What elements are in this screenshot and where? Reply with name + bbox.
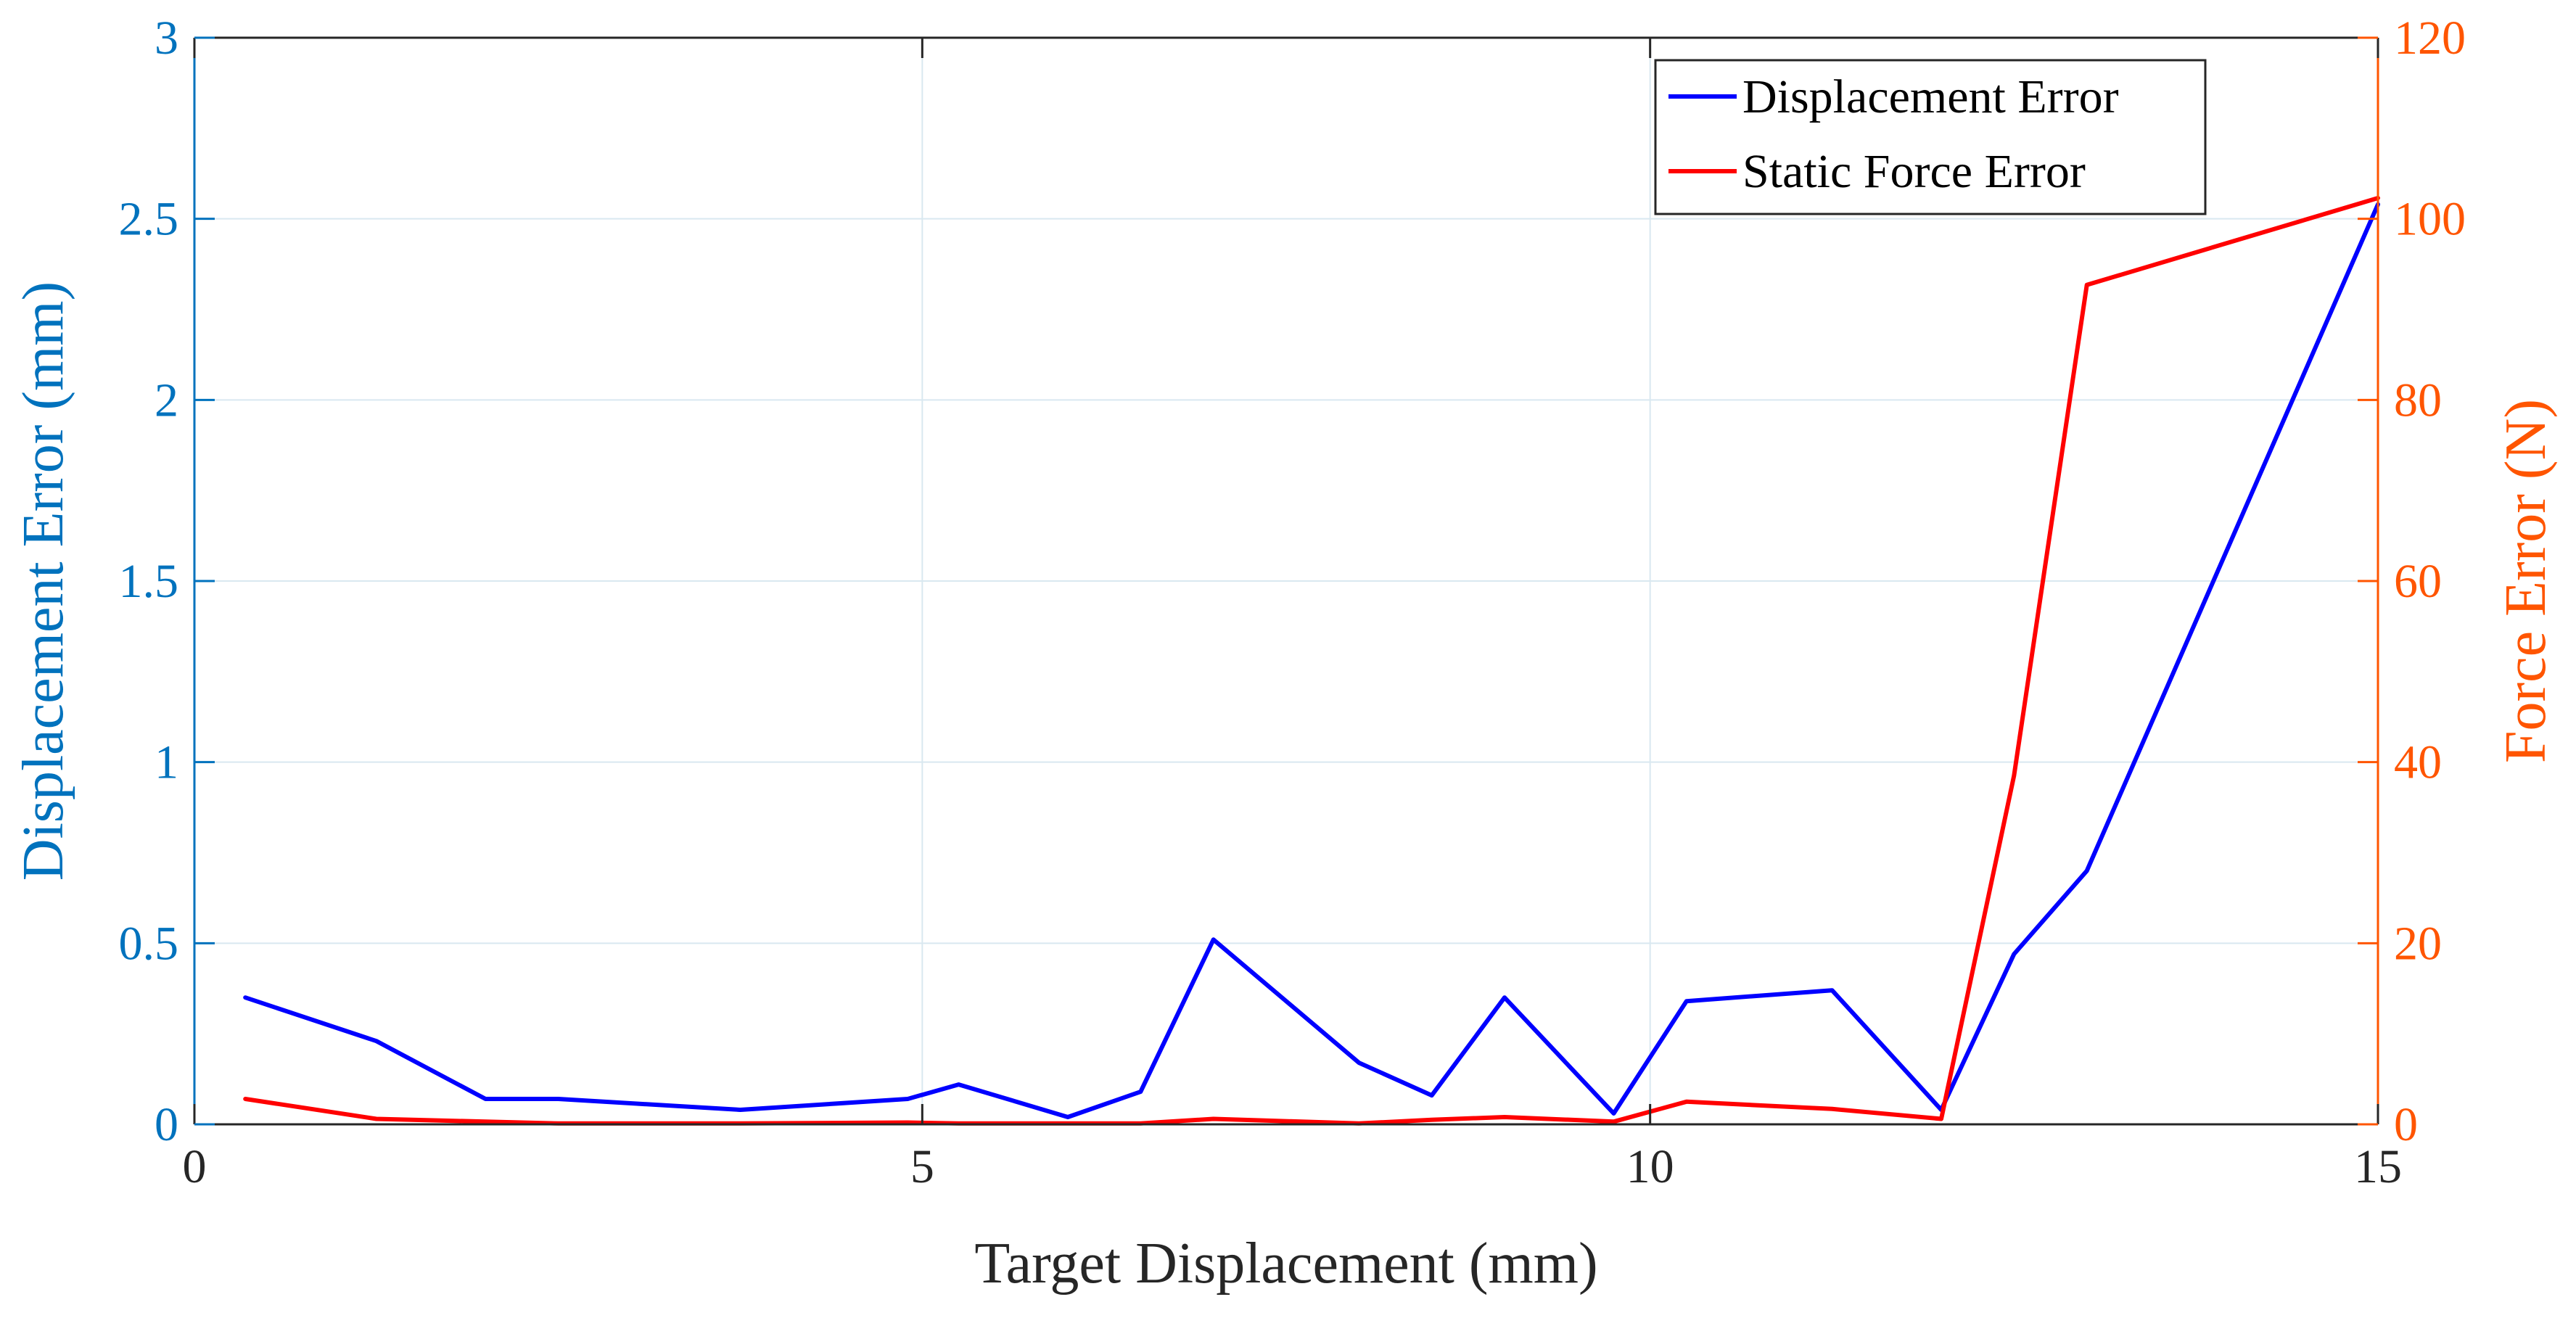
series-line-displacement-error (243, 202, 2380, 1119)
left-y-tick-label: 3 (155, 12, 178, 65)
x-tick-label: 15 (2354, 1140, 2402, 1193)
legend: Displacement Error Static Force Error (1654, 59, 2207, 215)
right-y-tick-label: 80 (2394, 374, 2442, 427)
x-tick-label: 0 (183, 1140, 207, 1193)
left-y-tick-label: 0 (155, 1098, 178, 1151)
left-y-tick-label: 2.5 (119, 193, 179, 246)
x-axis-title: Target Displacement (mm) (974, 1232, 1597, 1296)
right-y-tick-label: 100 (2394, 193, 2466, 246)
legend-label-displacement-error: Displacement Error (1742, 70, 2119, 123)
left-y-axis-title: Displacement Error (mm) (12, 281, 75, 881)
left-y-tick-label: 0.5 (119, 917, 179, 970)
right-y-tick-label: 20 (2394, 917, 2442, 970)
left-y-tick-label: 1 (155, 736, 178, 789)
axes (193, 36, 2379, 1126)
left-y-tick-label: 1.5 (119, 555, 179, 608)
right-y-tick-label: 60 (2394, 555, 2442, 608)
right-y-tick-label: 0 (2394, 1098, 2418, 1151)
left-y-tick-label: 2 (155, 374, 178, 427)
legend-box (1654, 59, 2207, 215)
right-y-tick-label: 120 (2394, 12, 2466, 65)
legend-label-static-force-error: Static Force Error (1742, 145, 2086, 198)
right-y-axis-title: Force Error (N) (2494, 399, 2558, 763)
x-tick-label: 5 (910, 1140, 934, 1193)
x-tick-label: 10 (1626, 1140, 1674, 1193)
right-y-tick-label: 40 (2394, 736, 2442, 789)
